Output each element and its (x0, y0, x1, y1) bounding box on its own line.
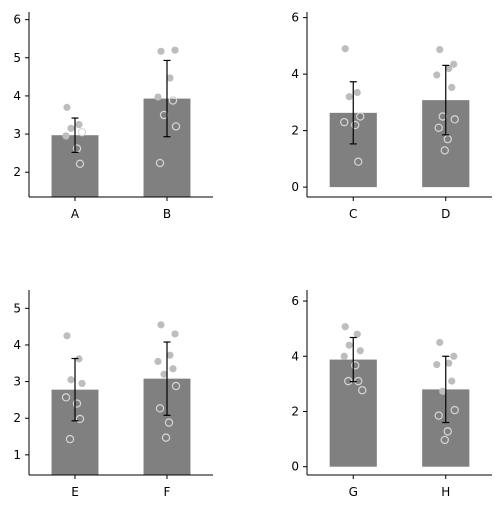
x-tick-label: H (441, 485, 450, 499)
y-tick-label: 4 (13, 338, 21, 352)
data-point-open (340, 117, 349, 127)
data-point-filled (63, 103, 71, 111)
x-tick-label: E (71, 485, 79, 499)
data-point-filled (154, 93, 162, 101)
data-point-filled (78, 379, 86, 388)
data-point-filled (157, 321, 165, 329)
y-tick-label: 5 (13, 301, 21, 315)
y-tick-label: 0 (291, 460, 299, 474)
data-point-filled (171, 46, 179, 54)
data-point-filled (171, 330, 179, 338)
chart-panel: G H 0 2 4 6 (291, 290, 492, 499)
data-point-filled (157, 47, 165, 55)
y-tick-label: 5 (13, 51, 21, 65)
data-point-filled (448, 83, 456, 92)
data-point-filled (341, 323, 349, 331)
y-tick-label: 6 (291, 11, 299, 25)
data-point-open (77, 127, 87, 137)
x-tick-label: D (441, 207, 450, 221)
data-point-open (434, 411, 443, 420)
data-point-filled (62, 132, 70, 140)
data-point-filled (166, 351, 174, 359)
data-point-open (155, 404, 165, 413)
data-point-open (351, 120, 360, 130)
data-point-filled (154, 357, 162, 366)
chart-panel: E F 1 2 3 4 5 (13, 290, 213, 499)
y-tick-label: 4 (13, 89, 21, 103)
y-tick-label: 1 (13, 448, 21, 462)
data-point-filled (160, 370, 168, 378)
data-point-open (61, 393, 71, 402)
chart-panel: C D 0 2 4 6 (291, 11, 492, 221)
data-point-filled (450, 60, 458, 68)
data-point-open (443, 427, 452, 436)
data-point-filled (436, 45, 444, 54)
data-point-filled (345, 93, 353, 101)
y-tick-label: 4 (291, 349, 299, 363)
x-tick-label: F (164, 485, 171, 499)
data-point-filled (439, 387, 447, 395)
data-point-open (450, 115, 459, 124)
data-point-open (440, 435, 449, 445)
data-point-filled (353, 330, 361, 338)
y-tick-label: 2 (13, 411, 21, 425)
data-point-open (65, 434, 75, 444)
y-tick-label: 2 (291, 404, 299, 418)
data-point-open (351, 361, 360, 370)
y-tick-label: 6 (291, 294, 299, 308)
data-point-open (440, 146, 449, 155)
data-point-filled (433, 71, 441, 79)
data-point-open (171, 122, 181, 131)
data-point-open (434, 123, 443, 133)
data-point-open (356, 112, 365, 121)
data-point-open (443, 134, 452, 144)
x-tick-label: A (71, 207, 80, 221)
y-tick-label: 4 (291, 67, 299, 81)
y-tick-label: 2 (291, 124, 299, 138)
data-point-filled (166, 74, 174, 82)
data-point-filled (356, 347, 364, 355)
data-point-open (161, 433, 171, 442)
data-point-filled (67, 376, 75, 384)
x-tick-label: C (349, 207, 357, 221)
data-point-filled (345, 341, 353, 349)
y-tick-label: 2 (13, 165, 21, 179)
data-point-filled (75, 355, 83, 363)
data-point-open (354, 157, 363, 166)
data-point-filled (433, 360, 441, 369)
data-point-open (75, 159, 85, 169)
data-point-filled (445, 359, 453, 367)
data-point-filled (353, 88, 361, 97)
y-tick-label: 3 (13, 127, 21, 141)
x-tick-label: G (349, 485, 358, 499)
data-point-open (72, 399, 82, 408)
data-point-open (164, 418, 174, 427)
data-point-filled (75, 120, 83, 129)
y-tick-label: 6 (13, 13, 21, 27)
data-point-open (171, 381, 181, 391)
data-point-filled (341, 45, 349, 53)
data-point-open (358, 386, 367, 395)
chart-panel: A B 2 3 4 5 6 (13, 12, 213, 221)
data-point-filled (67, 124, 75, 132)
data-point-filled (450, 352, 458, 360)
data-point-filled (340, 352, 348, 360)
data-point-filled (436, 338, 444, 347)
data-point-filled (448, 377, 456, 385)
data-point-filled (63, 332, 71, 340)
y-tick-label: 0 (291, 180, 299, 194)
data-point-open (155, 158, 165, 168)
data-point-open (75, 414, 85, 424)
data-point-open (168, 96, 178, 105)
data-point-filled (169, 365, 177, 373)
data-point-filled (445, 64, 453, 73)
y-tick-label: 3 (13, 375, 21, 389)
x-tick-label: B (163, 207, 171, 221)
data-point-open (450, 405, 459, 415)
